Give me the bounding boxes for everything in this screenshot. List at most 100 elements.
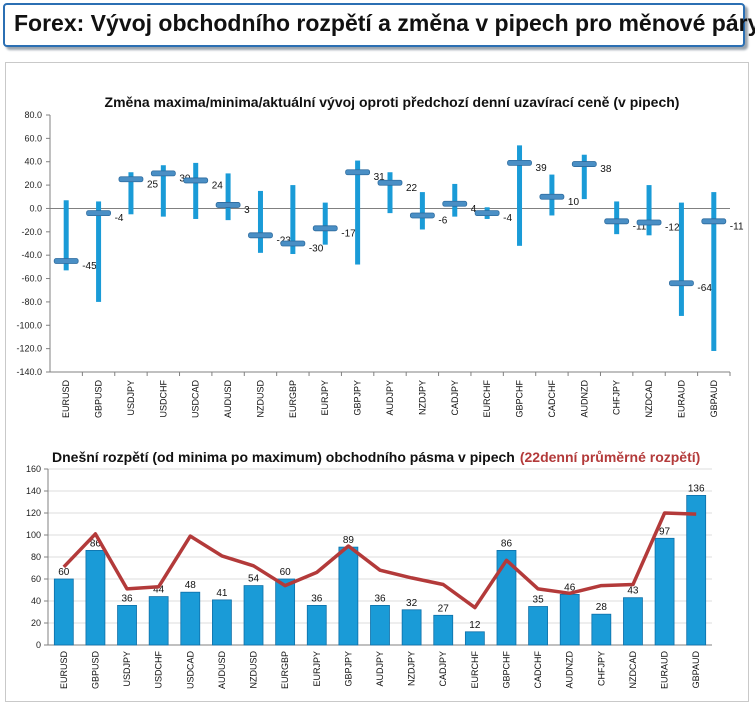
chart2-bar	[370, 605, 390, 646]
chart2-value-label: 86	[501, 538, 513, 549]
chart1-range-bar	[646, 185, 652, 236]
chart2-value-label: 44	[153, 585, 165, 596]
chart1-range-bar	[225, 173, 231, 221]
chart1-value-label: -4	[503, 213, 512, 224]
chart1-range-bar	[355, 160, 361, 265]
chart2-bar	[338, 546, 359, 646]
chart2-value-label: 46	[564, 582, 576, 593]
chart2-value-label: 28	[596, 602, 608, 613]
chart2-average-line	[62, 511, 697, 610]
chart1-current-marker	[409, 212, 435, 219]
chart1-current-marker	[118, 176, 144, 183]
chart1-range-bar	[387, 172, 393, 214]
chart2-y-tick-label: 0	[36, 640, 41, 650]
chart1-x-label: GBPJPY	[353, 380, 363, 416]
chart2-x-label: GBPJPY	[343, 651, 353, 687]
chart2-value-label: 27	[438, 603, 450, 614]
chart1-x-label: NZDCAD	[644, 380, 654, 418]
chart2-y-tick-label: 140	[26, 486, 41, 496]
chart1-range-bar	[128, 172, 134, 215]
chart1-range-bar	[290, 185, 296, 255]
chart1-y-tick-label: 60.0	[24, 133, 42, 143]
chart1-range-bar	[160, 165, 166, 217]
chart1-x-label: NZDJPY	[417, 380, 427, 415]
chart2-y-tick-label: 80	[31, 552, 41, 562]
chart1-current-marker	[636, 219, 662, 226]
chart2-value-label: 60	[280, 567, 292, 578]
page-title: Forex: Vývoj obchodního rozpětí a změna …	[14, 10, 755, 36]
chart2-x-label: GBPUSD	[90, 651, 100, 690]
chart2-bar	[433, 614, 454, 646]
chart2-x-label: CADCHF	[533, 650, 543, 688]
chart1-value-label: -12	[665, 222, 680, 233]
chart1-value-label: 39	[536, 163, 548, 174]
chart2-x-label: USDCHF	[154, 650, 164, 688]
chart1-y-tick-label: 0.0	[29, 203, 42, 213]
chart1-value-label: -11	[730, 221, 744, 232]
chart2-bar	[148, 596, 169, 646]
chart1-x-label: EURGBP	[288, 380, 298, 418]
chart2-bar	[401, 609, 422, 646]
range-change-chart: Změna maxima/minima/aktuální vývoj oprot…	[16, 94, 743, 418]
chart1-x-label: EURUSD	[61, 380, 71, 419]
chart1-x-label: GBPUSD	[94, 380, 104, 419]
chart1-range-bar	[193, 162, 199, 219]
chart2-bar	[654, 537, 675, 646]
chart1-value-label: -30	[309, 244, 324, 255]
chart2-value-label: 32	[406, 598, 418, 609]
chart1-range-bar	[517, 145, 523, 246]
chart1-x-label: NZDUSD	[255, 380, 265, 418]
chart2-x-label: AUDNZD	[565, 651, 575, 689]
chart2-bar	[85, 550, 106, 646]
daily-range-chart: Dnešní rozpětí (od minima po maximum) ob…	[26, 449, 712, 689]
chart1-x-label: CHFJPY	[612, 380, 622, 415]
chart1-y-tick-label: -100.0	[16, 320, 42, 330]
chart1-current-marker	[53, 258, 79, 264]
chart2-y-tick-label: 40	[31, 596, 41, 606]
chart1-value-label: 31	[374, 172, 386, 183]
chart1-current-marker	[86, 210, 111, 217]
chart1-x-label: AUDUSD	[223, 380, 233, 419]
chart2-x-label: USDCAD	[185, 651, 195, 690]
chart2-title-main: Dnešní rozpětí (od minima po maximum) ob…	[52, 449, 515, 465]
chart2-bar	[306, 605, 327, 646]
chart2-x-label: AUDJPY	[375, 651, 385, 687]
chart2-bar	[117, 605, 137, 646]
chart1-current-marker	[571, 161, 597, 167]
chart1-current-marker	[150, 170, 176, 177]
chart1-range-bar	[419, 192, 425, 230]
chart1-value-label: 22	[406, 183, 418, 194]
page-title-box: Forex: Vývoj obchodního rozpětí a změna …	[3, 3, 755, 47]
chart2-y-tick-label: 20	[31, 618, 41, 628]
chart2-bar	[623, 597, 643, 646]
chart2-x-label: EURAUD	[660, 651, 670, 690]
chart2-value-label: 89	[343, 535, 355, 546]
chart2-bar	[559, 594, 580, 646]
chart1-y-tick-label: 20.0	[24, 180, 42, 190]
chart1-y-tick-label: -80.0	[21, 297, 42, 307]
chart1-current-marker	[669, 280, 694, 287]
chart1-current-marker	[604, 218, 630, 225]
chart1-value-label: -45	[82, 261, 97, 272]
chart2-x-label: EURUSD	[59, 651, 69, 690]
chart2-value-label: 136	[688, 483, 705, 494]
chart2-bar	[212, 599, 232, 646]
chart2-bar	[243, 585, 264, 646]
chart1-current-marker	[377, 179, 403, 186]
chart2-y-tick-label: 120	[26, 508, 41, 518]
chart2-bar	[53, 578, 74, 646]
chart1-value-label: 10	[568, 197, 580, 208]
chart2-x-label: NZDCAD	[628, 651, 638, 689]
chart1-range-bar	[452, 183, 458, 217]
chart2-x-label: EURCHF	[470, 650, 480, 688]
chart1-x-label: EURJPY	[320, 380, 330, 416]
chart1-value-label: -11	[633, 221, 647, 232]
chart2-y-tick-label: 160	[26, 464, 41, 474]
chart1-range-bar	[96, 201, 102, 302]
chart1-value-label: 3	[244, 205, 250, 216]
chart2-y-tick-label: 100	[26, 530, 41, 540]
chart1-x-label: USDCHF	[158, 379, 168, 417]
chart1-value-label: -6	[438, 215, 447, 226]
chart1-x-label: AUDJPY	[385, 380, 395, 416]
